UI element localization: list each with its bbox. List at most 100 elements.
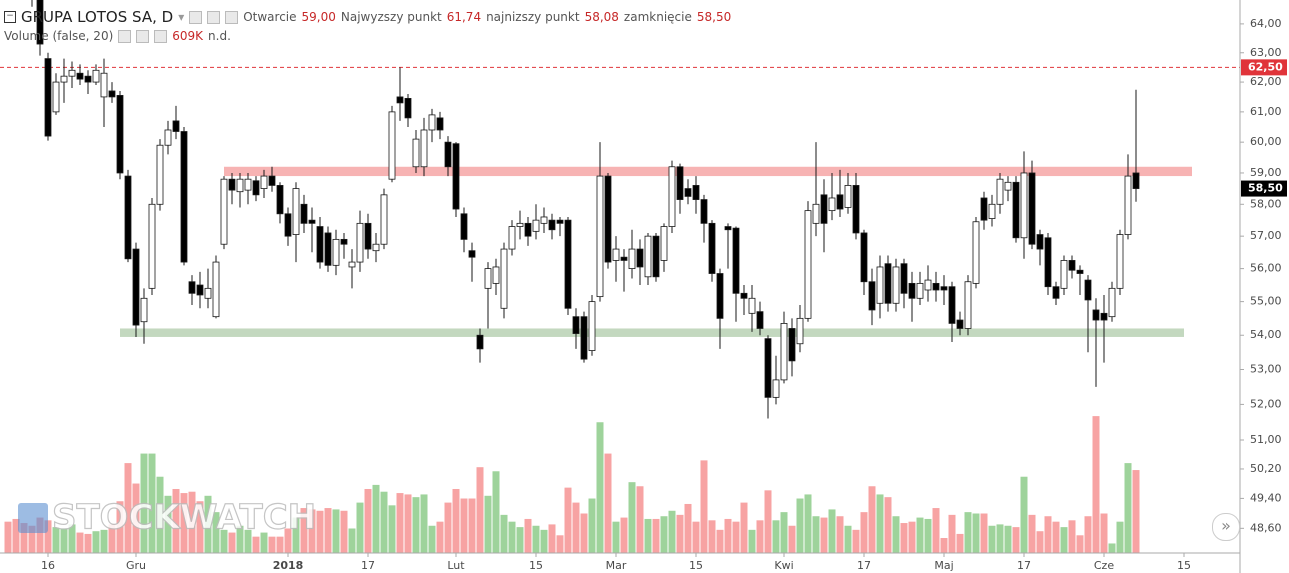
candle-body: [420, 129, 428, 168]
candle-body: [860, 232, 868, 283]
candle-body: [788, 328, 796, 362]
volume-bar: [284, 528, 292, 553]
volume-bar: [100, 529, 108, 553]
dropdown[interactable]: ▾: [178, 10, 185, 24]
candle-body: [108, 90, 116, 98]
volume-bar: [828, 509, 836, 553]
y-tick-label: 49,40: [1250, 491, 1282, 504]
y-tick-label: 55,00: [1250, 295, 1282, 308]
y-tick-label: 59,00: [1250, 166, 1282, 179]
volume-bar: [244, 529, 252, 553]
volume-bar: [748, 529, 756, 553]
y-tick-label: 54,00: [1250, 328, 1282, 341]
candle-body: [468, 250, 476, 258]
legend-name: Otwarcie: [243, 10, 297, 24]
volume-bar: [60, 528, 68, 553]
volume-bar: [652, 518, 660, 553]
candle-body: [340, 238, 348, 245]
close-icon[interactable]: [225, 10, 239, 24]
candle-body: [924, 279, 932, 291]
volume-bar: [300, 508, 308, 553]
volume-bar: [164, 495, 172, 553]
volume-bar: [852, 529, 860, 553]
volume-bar: [92, 531, 100, 553]
candle-body: [44, 58, 52, 137]
y-tick-label: 64,00: [1250, 17, 1282, 30]
volume-bar: [292, 517, 300, 553]
volume-bar: [380, 491, 388, 553]
candle-body: [428, 114, 436, 131]
candle-body: [644, 235, 652, 278]
volume-bar: [212, 512, 220, 553]
volume-bar: [1124, 463, 1132, 553]
volume-bar: [524, 518, 532, 553]
candle-body: [596, 175, 604, 298]
candle-body: [724, 226, 732, 231]
settings-icon[interactable]: [136, 29, 150, 43]
candle-body: [628, 248, 636, 269]
volume-bar: [860, 512, 868, 553]
candle-body: [716, 273, 724, 319]
candle-body: [212, 261, 220, 318]
candle-body: [532, 219, 540, 232]
candle-body: [324, 232, 332, 266]
volume-bar: [644, 518, 652, 553]
settings-icon[interactable]: [207, 10, 221, 24]
candle-body: [1052, 286, 1060, 299]
price-line-label: 62,50: [1248, 60, 1283, 73]
volume-bar: [372, 484, 380, 553]
volume-bar: [356, 502, 364, 553]
candle-body: [484, 268, 492, 289]
candle-body: [196, 284, 204, 296]
eye-icon[interactable]: [189, 10, 203, 24]
volume-bar: [348, 528, 356, 553]
volume-bar: [12, 518, 20, 553]
candle-body: [556, 219, 564, 224]
candle-body: [404, 98, 412, 119]
collapse-button[interactable]: −: [4, 11, 16, 23]
candle-body: [524, 222, 532, 237]
candle-body: [884, 263, 892, 304]
volume-bar: [588, 498, 596, 553]
volume-bar: [700, 460, 708, 553]
candle-body: [972, 221, 980, 284]
candle-body: [1084, 279, 1092, 301]
volume-bar: [340, 510, 348, 553]
last-price-label: 58,50: [1248, 182, 1283, 195]
volume-bar: [732, 521, 740, 553]
scroll-button[interactable]: »: [1212, 513, 1240, 541]
volume-bar: [972, 513, 980, 553]
candle-body: [84, 75, 92, 83]
x-tick-label: Maj: [934, 559, 953, 572]
price-line-tag: [1241, 59, 1287, 76]
candle-body: [996, 178, 1004, 205]
candle-body: [388, 111, 396, 180]
volume-bar: [804, 494, 812, 553]
candle-body: [748, 297, 756, 314]
candle-body: [124, 175, 132, 260]
volume-bar: [836, 516, 844, 553]
volume-bar: [484, 495, 492, 553]
candle-body: [220, 178, 228, 245]
y-tick-label: 62,00: [1250, 75, 1282, 88]
candle-body: [708, 222, 716, 274]
volume-bar: [1092, 416, 1100, 553]
candle-body: [572, 316, 580, 334]
ohlc-legend: Otwarcie 59,00 Najwyzszy punkt 61,74 najnizs…: [243, 10, 731, 24]
candle-body: [780, 323, 788, 381]
candle-body: [988, 203, 996, 219]
volume-bar: [1020, 476, 1028, 553]
candle-body: [132, 248, 140, 326]
volume-bar: [908, 521, 916, 553]
candle-body: [676, 166, 684, 200]
candle-body: [1100, 312, 1108, 321]
candle-body: [156, 144, 164, 205]
volume-bar: [548, 524, 556, 553]
close-icon[interactable]: [154, 29, 168, 43]
volume-bar: [876, 494, 884, 553]
candle-body: [980, 197, 988, 221]
volume-bar: [980, 513, 988, 553]
eye-icon[interactable]: [118, 29, 132, 43]
